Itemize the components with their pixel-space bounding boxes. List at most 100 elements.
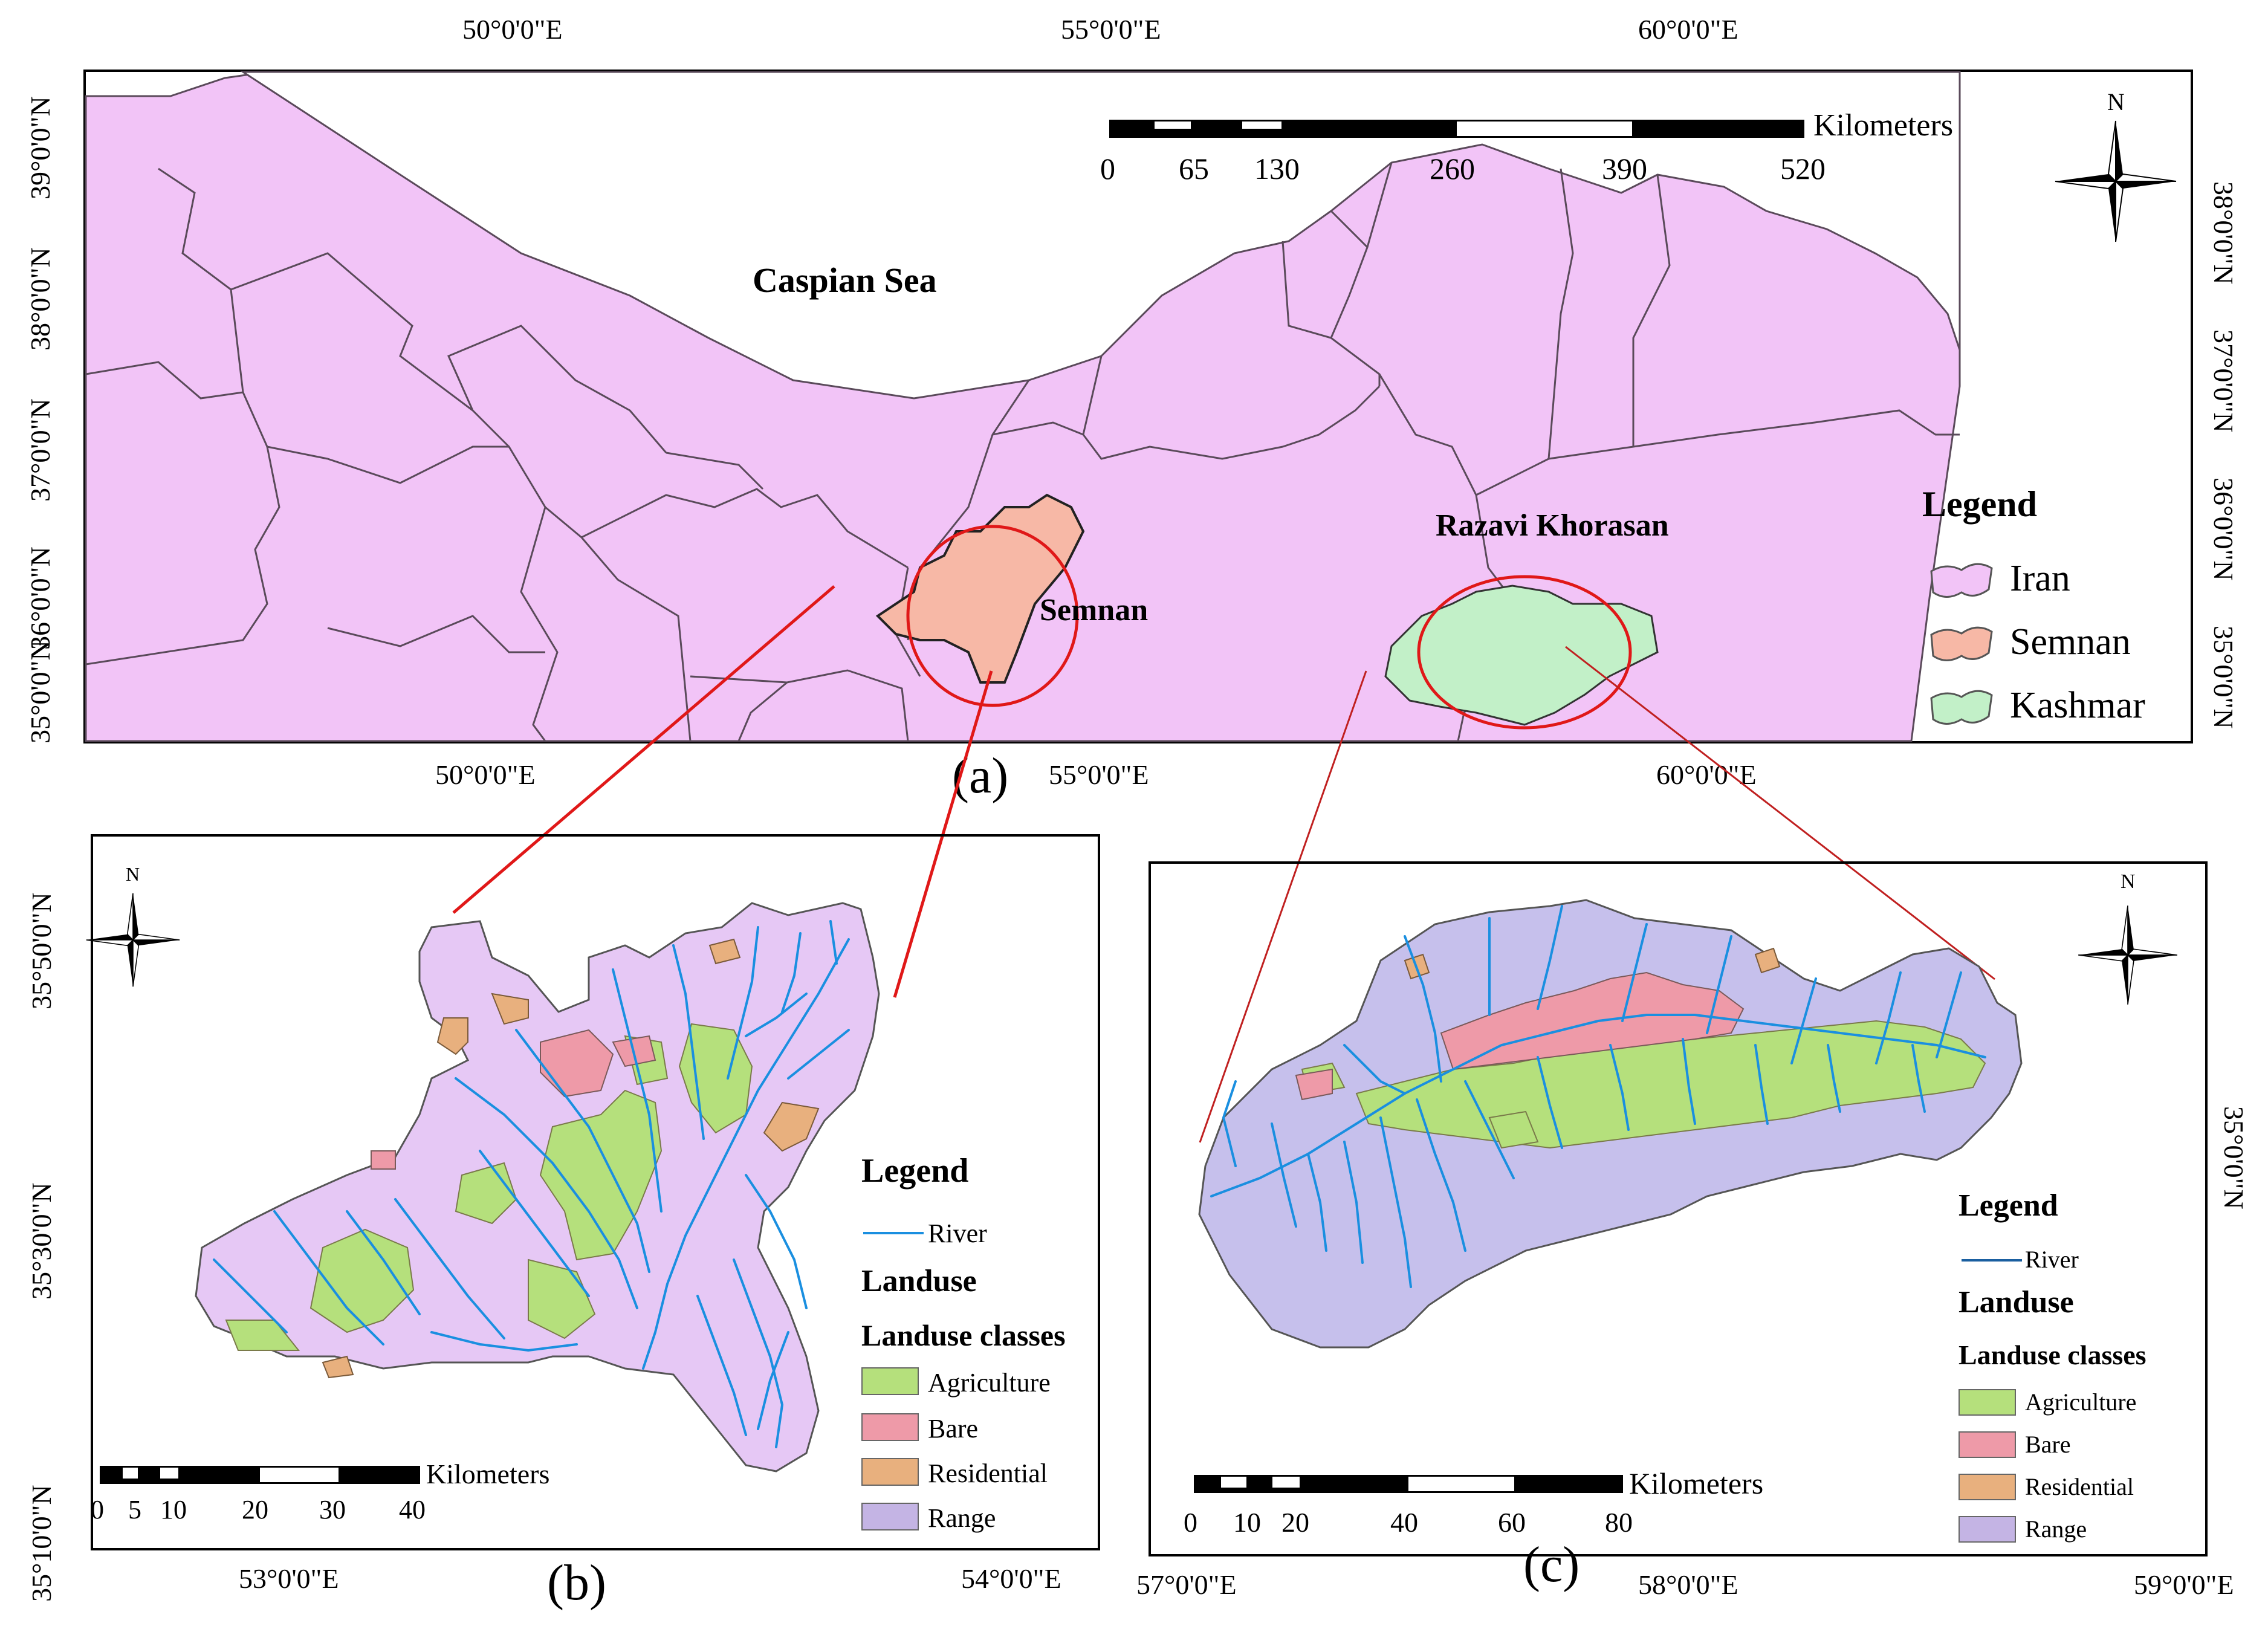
scale-tick: 10 (1233, 1507, 1261, 1538)
legend-river-label: River (2025, 1246, 2079, 1273)
kashmar-callout-circle (1417, 575, 1632, 730)
map-frame-semnan (91, 834, 1100, 1550)
river-line (479, 1150, 590, 1297)
river-line (1416, 1098, 1466, 1252)
bare-patch (371, 1150, 396, 1170)
river-line (1343, 1044, 1406, 1095)
residential-patch (708, 938, 741, 965)
lon-label-bottom: 59°0'0"E (2134, 1569, 2234, 1600)
residential-patch (436, 1017, 468, 1055)
river-line (346, 1210, 421, 1315)
lat-label-left: 35°10'0"N (26, 1485, 57, 1602)
scale-bar-b (100, 1466, 420, 1484)
river-line (1827, 1044, 1841, 1113)
river-legend-icon (1962, 1259, 2022, 1262)
river-line (1307, 1153, 1327, 1252)
kashmar-polygon (1384, 585, 1659, 726)
agriculture-patch (539, 1089, 663, 1261)
lon-label-bottom: 58°0'0"E (1638, 1569, 1738, 1600)
bare-patch (1295, 1068, 1333, 1101)
river-line (1621, 923, 1648, 1022)
legend-swatch-semnan (1930, 626, 1993, 661)
iran-map (85, 71, 1961, 742)
scale-bar-c (1194, 1475, 1623, 1493)
legend-swatch-residential (861, 1458, 919, 1486)
scale-tick: 390 (1602, 152, 1647, 186)
lon-label-bottom: 60°0'0"E (1656, 759, 1757, 790)
lon-label-bottom: 55°0'0"E (1049, 759, 1149, 790)
legend-title-b: Legend (861, 1152, 969, 1190)
river-line (696, 1295, 747, 1436)
lon-label-top: 60°0'0"E (1638, 14, 1738, 45)
legend-label-range: Range (928, 1503, 996, 1533)
scale-tick: 0 (1100, 152, 1115, 186)
legend-classes-title: Landuse classes (1959, 1339, 2146, 1370)
residential-patch (763, 1101, 820, 1152)
scale-tick: 0 (91, 1495, 104, 1524)
lon-label-top: 55°0'0"E (1061, 14, 1161, 45)
scale-tick: 20 (242, 1495, 268, 1524)
lon-label-top: 50°0'0"E (462, 14, 563, 45)
legend-title-a: Legend (1922, 484, 2038, 524)
scale-tick: 10 (160, 1495, 187, 1524)
north-arrow-icon (2055, 120, 2177, 242)
river-line (1537, 905, 1563, 1010)
legend-swatch-range (1959, 1516, 2016, 1543)
lat-label-left: 35°30'0"N (26, 1182, 57, 1300)
semnan-callout-circle (906, 525, 1079, 707)
legend-landuse-label: Landuse (1959, 1285, 2074, 1320)
legend-label-bare: Bare (2025, 1431, 2071, 1458)
river-line (1682, 1038, 1696, 1125)
river-line (787, 1029, 850, 1080)
north-label: N (126, 863, 140, 885)
legend-swatch-iran (1930, 563, 1993, 598)
scale-tick: 260 (1430, 152, 1475, 186)
place-razavi-khorasan: Razavi Khorasan (1436, 508, 1669, 543)
legend-title-c: Legend (1959, 1188, 2058, 1223)
legend-river-label: River (928, 1219, 987, 1248)
river-line (1911, 1044, 1926, 1113)
river-line (1875, 971, 1902, 1064)
lat-label-left: 35°50'0"N (26, 892, 57, 1009)
river-line (430, 1331, 578, 1352)
bare-patch (540, 1029, 614, 1098)
legend-label-iran: Iran (2010, 558, 2070, 599)
legend-swatch-range (861, 1503, 919, 1530)
scale-tick: 5 (128, 1495, 141, 1524)
river-line (515, 1029, 650, 1273)
lon-label-bottom: 50°0'0"E (435, 759, 536, 790)
scale-tick: 30 (319, 1495, 346, 1524)
river-line (757, 1331, 789, 1430)
legend-swatch-bare (1959, 1431, 2016, 1458)
lat-label-right: 35°0'0"N (2218, 1106, 2249, 1210)
lon-label-bottom: 57°0'0"E (1136, 1569, 1237, 1600)
river-line (273, 1210, 384, 1346)
legend-label-residential: Residential (928, 1459, 1048, 1488)
scale-tick: 20 (1281, 1507, 1309, 1538)
river-line (733, 1258, 784, 1448)
river-line (1404, 935, 1442, 1083)
north-arrow-icon (86, 893, 180, 987)
river-line (1343, 1141, 1364, 1264)
river-line (1452, 1014, 1986, 1071)
river-line (1464, 1080, 1515, 1179)
place-caspian-sea: Caspian Sea (753, 261, 937, 300)
scale-tick: 65 (1179, 152, 1209, 186)
river-line (781, 932, 802, 1013)
river-line (745, 1174, 808, 1309)
legend-swatch-bare (861, 1413, 919, 1441)
semnan-landuse-map (195, 902, 880, 1472)
river-line (1210, 1068, 1454, 1197)
scale-unit-a: Kilometers (1813, 108, 1954, 143)
river-line (394, 1198, 505, 1339)
legend-swatch-agriculture (861, 1367, 919, 1395)
residential-patch (322, 1355, 354, 1379)
legend-label-semnan: Semnan (2010, 621, 2131, 662)
kashmar-landuse-map (1198, 899, 2023, 1349)
river-line (1706, 935, 1732, 1034)
legend-landuse-label: Landuse (861, 1264, 977, 1298)
legend-swatch-agriculture (1959, 1389, 2016, 1416)
river-line (1379, 1116, 1412, 1288)
river-line (1609, 1044, 1630, 1131)
river-line (745, 993, 808, 1037)
